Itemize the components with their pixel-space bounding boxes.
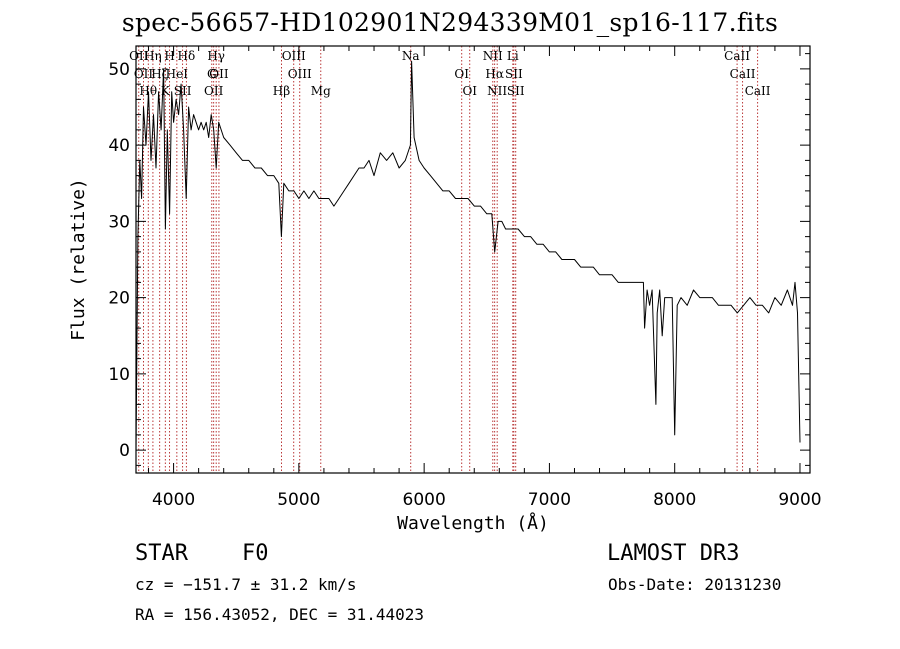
y-tick-label: 40	[108, 136, 130, 156]
spectral-line-label: SII	[507, 84, 525, 98]
survey-label: LAMOST DR3	[607, 541, 740, 566]
spectral-line-label: H	[164, 49, 174, 63]
y-tick-label: 50	[108, 60, 130, 80]
spectral-line-label: OI	[454, 67, 469, 81]
spectral-line-label: OII	[204, 84, 224, 98]
x-tick-label: 6000	[403, 490, 446, 510]
spectral-line-label: CaII	[745, 84, 771, 98]
spectral-line-label: HeI	[166, 67, 189, 81]
object-class: STAR	[135, 541, 188, 566]
spectral-line-label: Hα	[485, 67, 504, 81]
x-tick-label: 5000	[277, 490, 320, 510]
spectral-line-label: Hδ	[178, 49, 196, 63]
spectral-line-label: CaII	[730, 67, 756, 81]
ticks-layer: 4000 5000 6000 7000 8000 9000 0 10 20 30 40 50	[108, 46, 822, 510]
x-tick-label: 4000	[152, 490, 195, 510]
spectral-line-label: Hβ	[273, 84, 290, 98]
plot-frame	[135, 45, 811, 474]
spectral-line-label: SII	[505, 67, 523, 81]
spectral-line-label: OIII	[288, 67, 312, 81]
spectral-line-label: Hγ	[207, 49, 225, 63]
spectral-line-label: OI	[462, 84, 477, 98]
spectral-line-label: G	[207, 67, 217, 81]
series-layer	[135, 60, 801, 451]
spectral-line-label: K	[161, 84, 171, 98]
spectral-line-label: CaII	[724, 49, 750, 63]
spectral-line-label: Hη	[144, 49, 162, 63]
spectral-line-label: Mg	[311, 84, 331, 98]
spectral-line-label: OIII	[282, 49, 306, 63]
spectral-line-label: NII	[483, 49, 503, 63]
spectral-line-label: SII	[174, 84, 192, 98]
spectral-line-label: OII	[209, 67, 229, 81]
y-axis-label: Flux (relative)	[68, 178, 89, 341]
spectral-line-label: OII	[134, 67, 154, 81]
y-tick-label: 30	[108, 212, 130, 232]
y-tick-label: 0	[119, 441, 130, 461]
y-tick-label: 20	[108, 289, 130, 309]
spectral-line-label: NII	[487, 84, 507, 98]
x-tick-label: 8000	[653, 490, 696, 510]
object-subclass: F0	[242, 541, 269, 566]
line-labels-layer: OIIOIIHθHηHζKHHeISIIHδGOIIHγOIIHβOIIIOII…	[129, 49, 771, 98]
flux-series-line	[135, 60, 801, 451]
spectral-line-label: Hζ	[151, 67, 168, 81]
spectral-line-label: Hθ	[139, 84, 157, 98]
redshift-cz: cz = −151.7 ± 31.2 km/s	[135, 575, 357, 594]
x-tick-label: 9000	[778, 490, 821, 510]
y-tick-label: 10	[108, 365, 130, 385]
x-axis-label: Wavelength (Å)	[397, 512, 549, 534]
x-tick-label: 7000	[528, 490, 571, 510]
chart-title: spec-56657-HD102901N294339M01_sp16-117.f…	[121, 8, 779, 37]
spectral-line-label: Na	[402, 49, 420, 63]
coordinates: RA = 156.43052, DEC = 31.44023	[135, 605, 424, 624]
spectral-line-label: OII	[129, 49, 149, 63]
spectral-line-label: Li	[507, 49, 519, 63]
spectral-lines-layer	[138, 46, 759, 473]
obs-date: Obs-Date: 20131230	[608, 575, 782, 594]
